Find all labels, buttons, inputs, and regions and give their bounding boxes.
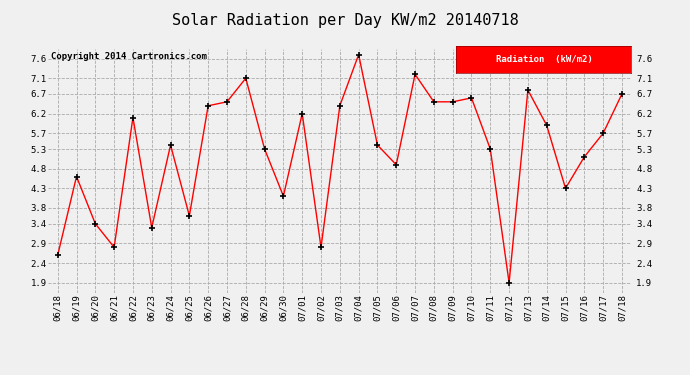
Text: Copyright 2014 Cartronics.com: Copyright 2014 Cartronics.com <box>51 53 207 62</box>
Text: Solar Radiation per Day KW/m2 20140718: Solar Radiation per Day KW/m2 20140718 <box>172 13 518 28</box>
